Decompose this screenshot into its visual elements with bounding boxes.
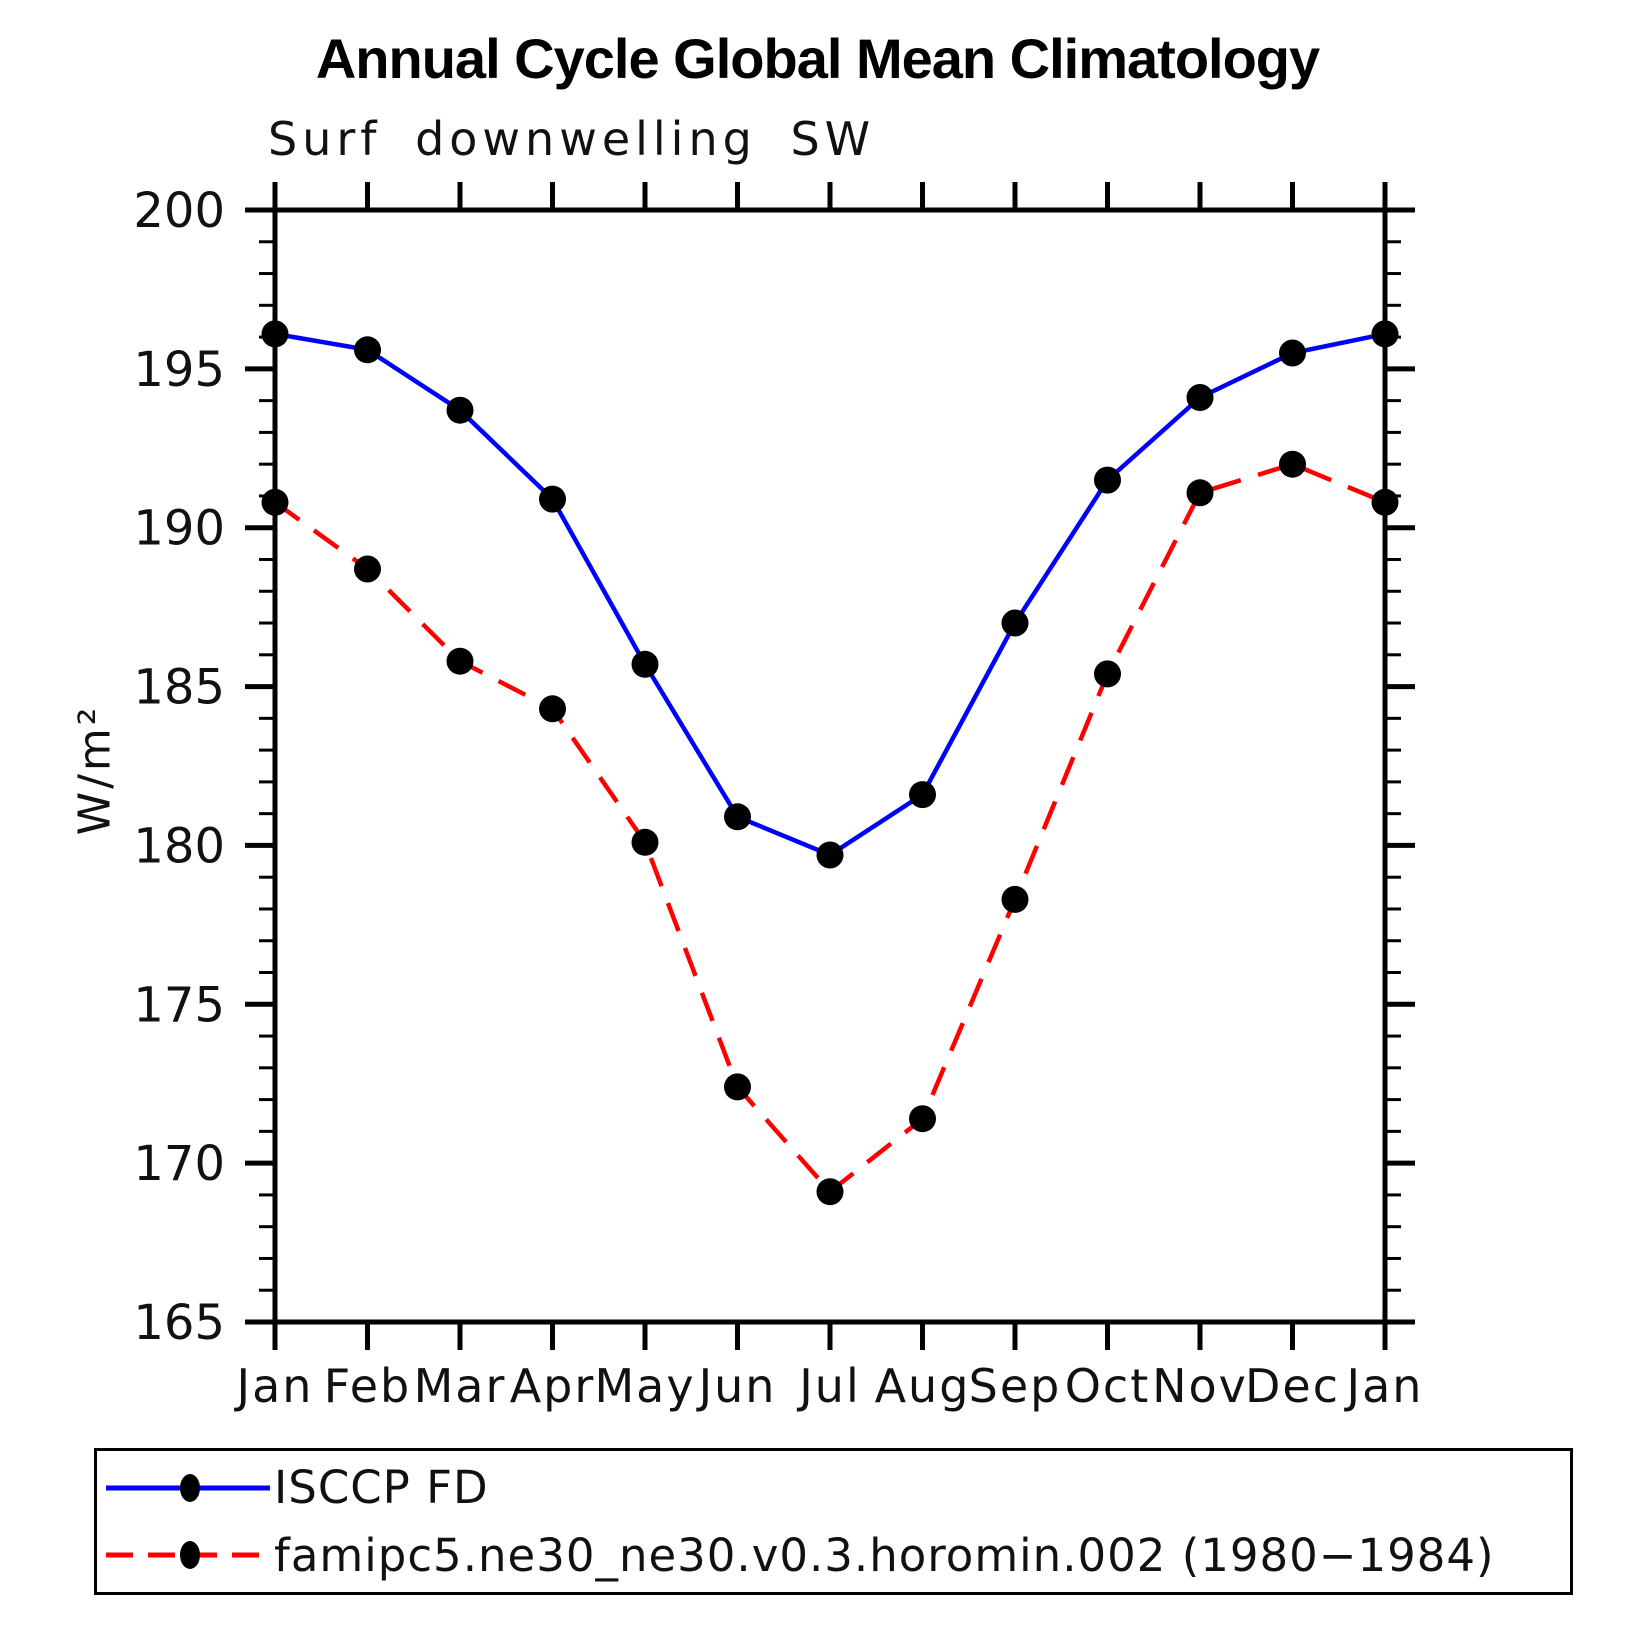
x-tick-label: Jan [1344,1359,1424,1413]
y-tick-label: 195 [133,342,225,398]
data-point [1279,450,1306,478]
legend-marker-dot [180,1473,200,1502]
x-tick-label: Oct [1065,1359,1151,1413]
legend-item-model: famipc5.ne30_ne30.v0.3.horomin.002 (1980… [97,1524,1570,1586]
data-point [724,803,751,831]
data-point [1001,609,1029,637]
data-point [1186,479,1214,507]
legend-label-obs: ISCCP FD [274,1461,489,1515]
y-tick-label: 165 [133,1295,225,1351]
legend-item-obs: ISCCP FD [97,1457,1570,1519]
y-tick-label: 185 [133,660,225,716]
data-point [261,488,289,516]
data-point [539,695,566,723]
x-tick-label: Nov [1152,1359,1248,1413]
x-tick-label: Jul [796,1359,861,1413]
data-point [1094,466,1121,494]
series-line-famipc5 [273,461,1386,1195]
y-tick-label: 175 [133,977,225,1033]
legend-sample-solid-line [106,1473,270,1502]
chart-title: Annual Cycle Global Mean Climatology [315,27,1320,90]
x-tick-label: Aug [875,1359,971,1413]
y-tick-label: 190 [133,501,225,557]
data-point [446,396,474,424]
chart-subtitle: Surf downwelling SW [268,112,876,166]
data-point [446,647,474,675]
data-point [261,320,289,348]
x-tick-label: Jan [234,1359,314,1413]
x-tick-label: Apr [510,1359,596,1413]
data-point [724,1073,751,1101]
data-point [1094,660,1121,688]
data-point [354,336,381,364]
legend-box: ISCCP FD famipc5.ne30_ne30.v0.3.horomin.… [94,1448,1573,1595]
legend-label-model: famipc5.ne30_ne30.v0.3.horomin.002 (1980… [274,1528,1495,1582]
x-tick-label: May [594,1359,695,1413]
data-point [354,555,381,583]
x-tick-label: Jun [696,1359,777,1413]
data-point [909,1105,936,1133]
series-line-isccp-fd [274,331,1386,858]
data-point [1371,320,1399,348]
legend-marker-dot [180,1541,200,1570]
y-tick-label: 170 [133,1136,225,1192]
legend-sample-dashed-line [106,1541,270,1570]
x-tick-label: Dec [1245,1359,1340,1413]
data-point [816,841,844,869]
x-tick-label: Feb [324,1359,411,1413]
data-point [816,1178,844,1206]
data-point [631,650,659,678]
data-point [1371,488,1399,516]
x-tick-label: Sep [969,1359,1062,1413]
y-tick-label: 200 [133,183,225,239]
data-point [1279,339,1306,367]
data-point [1186,384,1214,411]
y-tick-label: 180 [133,818,225,874]
x-tick-label: Mar [414,1359,507,1413]
data-point [539,485,566,513]
data-point [631,828,659,856]
data-point [1001,885,1029,913]
data-point [909,781,936,809]
